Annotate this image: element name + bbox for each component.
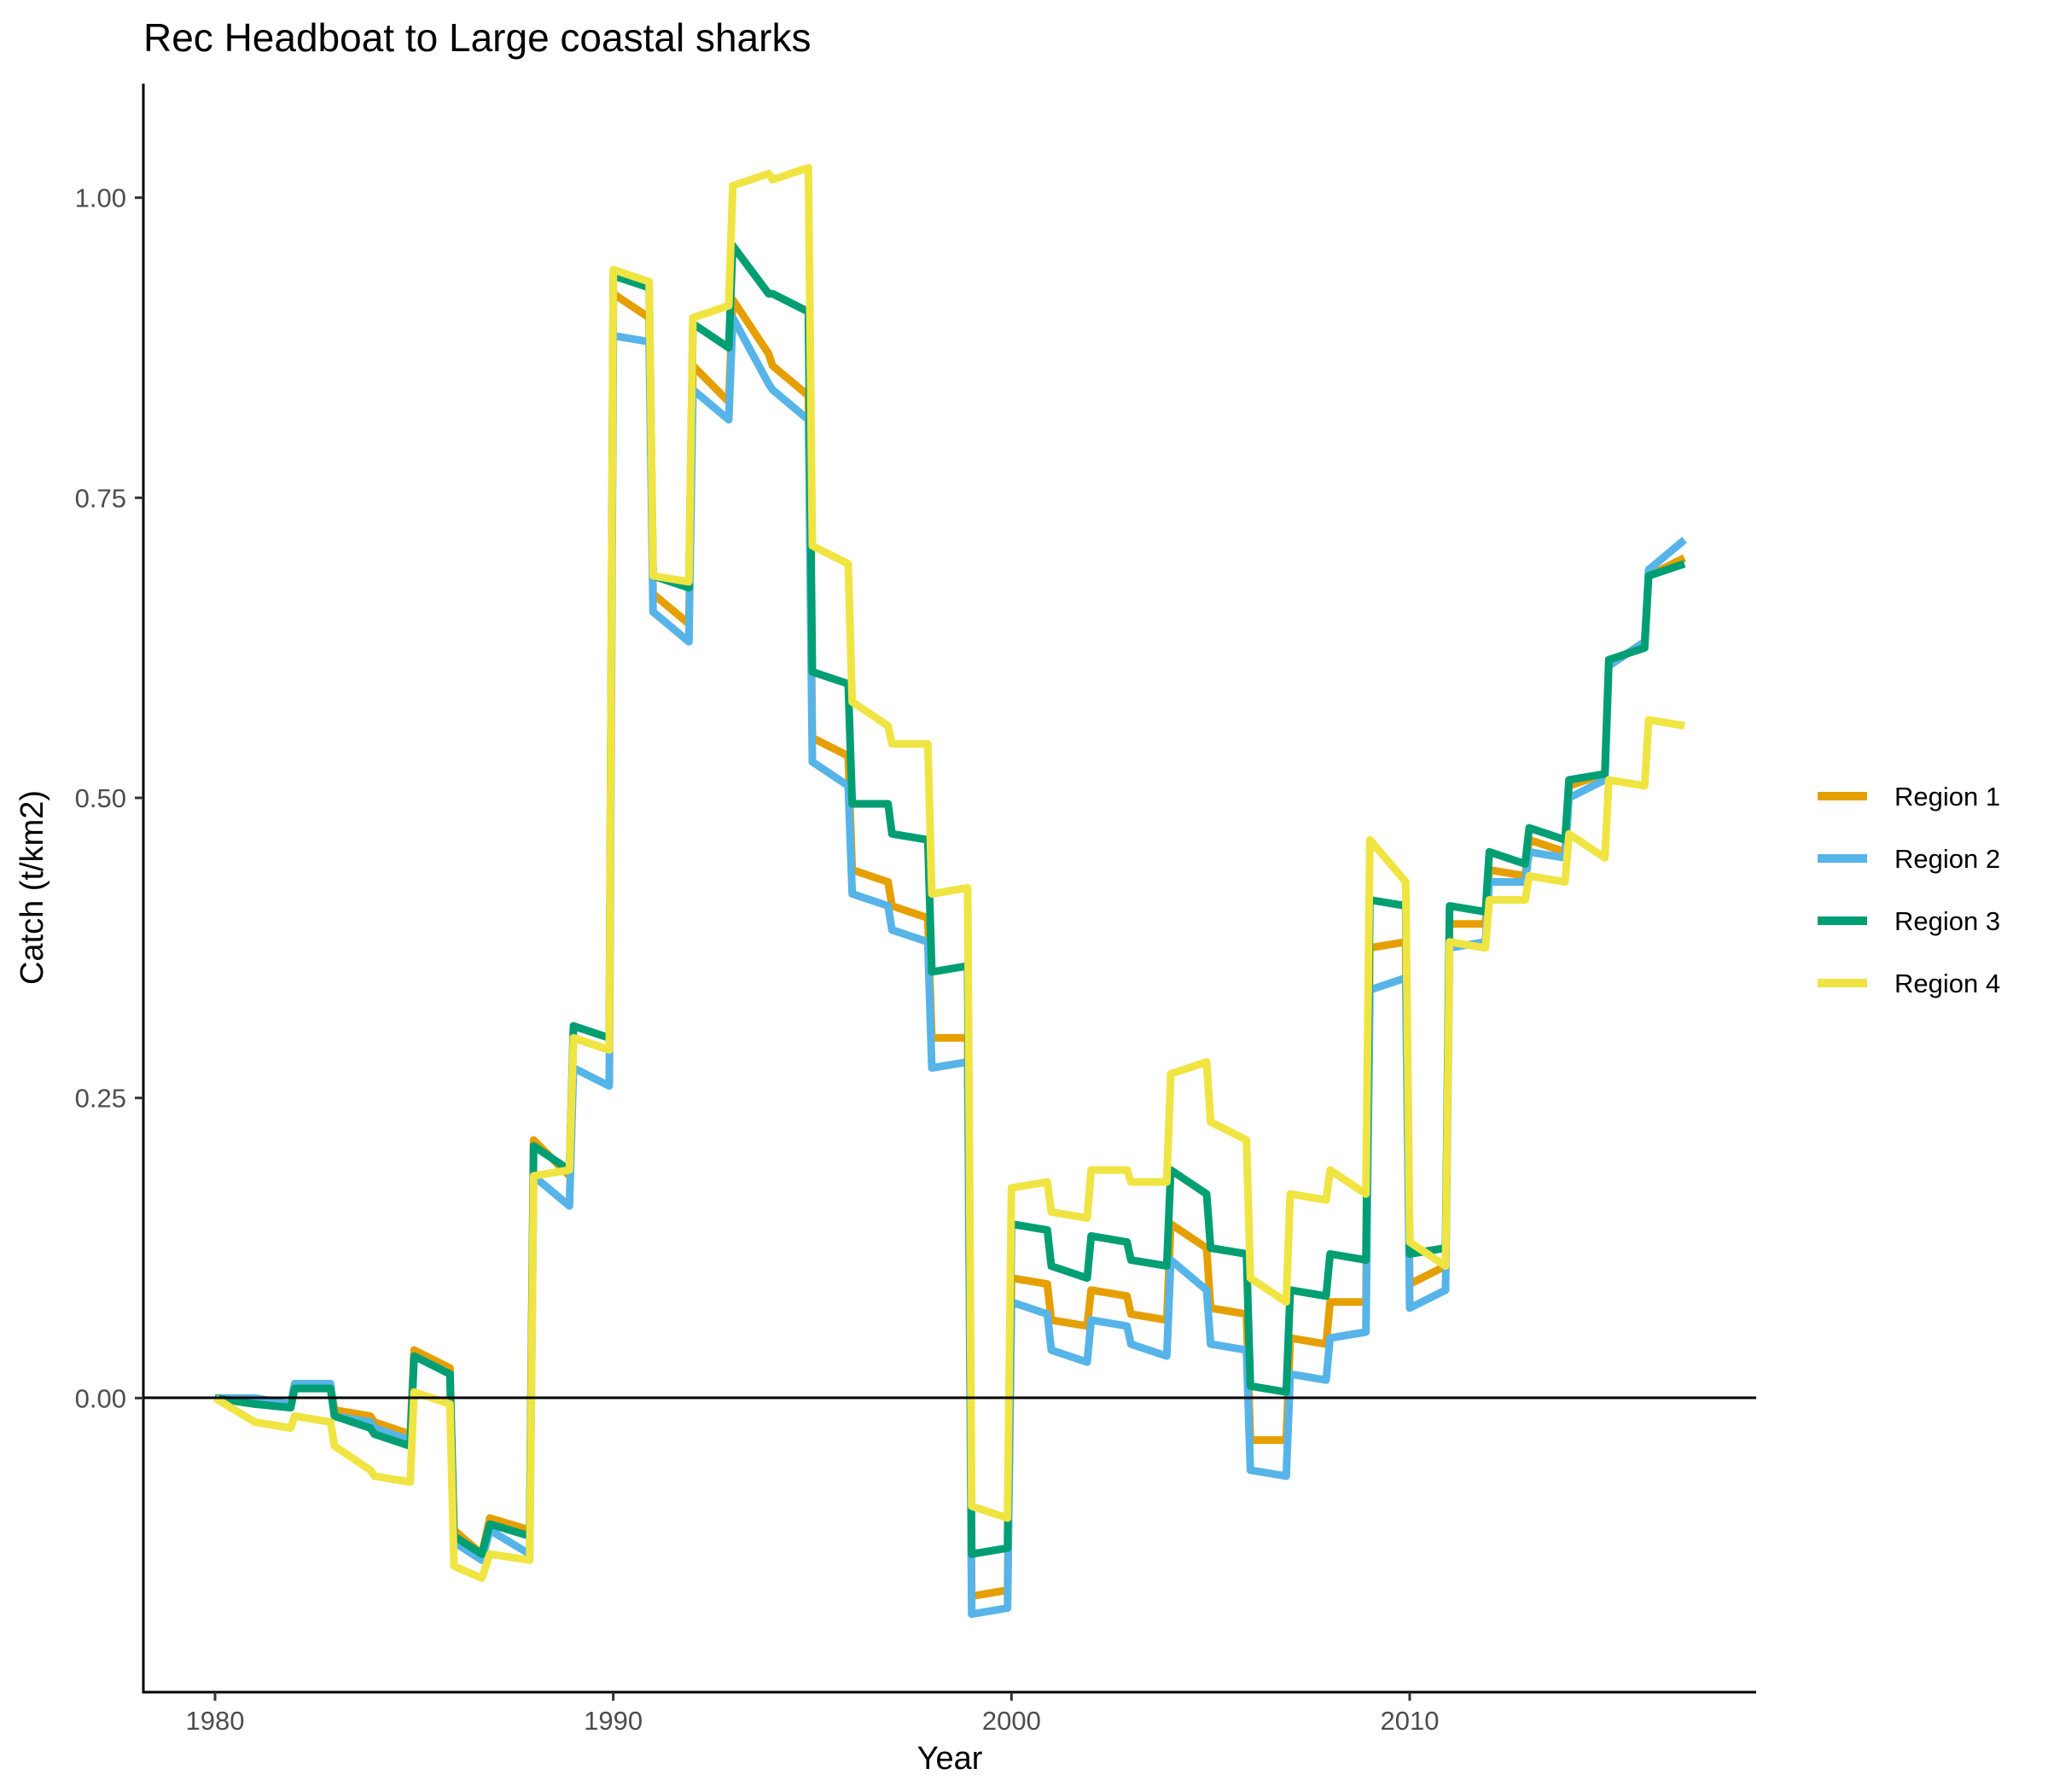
chart-title: Rec Headboat to Large coastal sharks — [143, 15, 811, 60]
x-tick-label: 1990 — [584, 1706, 643, 1736]
x-axis-title: Year — [917, 1741, 983, 1777]
y-axis-ticks: 0.00 0.25 0.50 0.75 1.00 — [75, 183, 143, 1413]
x-tick-label: 1980 — [186, 1706, 245, 1736]
legend-label-region-2: Region 2 — [1894, 844, 2000, 874]
y-tick-label: 0.75 — [75, 483, 126, 513]
y-tick-label: 0.50 — [75, 783, 126, 813]
series-line-region-4 — [212, 164, 1685, 1582]
y-axis-title: Catch (t/km2) — [15, 790, 50, 985]
legend-label-region-1: Region 1 — [1894, 782, 2000, 812]
y-tick-label: 1.00 — [75, 183, 126, 213]
x-tick-label: 2000 — [982, 1706, 1041, 1736]
y-tick-label: 0.25 — [75, 1084, 126, 1114]
plot-series-group — [212, 164, 1687, 1619]
legend: Region 1 Region 2 Region 3 Region 4 — [1818, 782, 2000, 998]
x-tick-label: 2010 — [1381, 1706, 1440, 1736]
legend-label-region-4: Region 4 — [1894, 969, 2000, 998]
legend-label-region-3: Region 3 — [1894, 906, 2000, 936]
x-axis-ticks: 1980 1990 2000 2010 — [186, 1692, 1440, 1736]
y-tick-label: 0.00 — [75, 1383, 126, 1413]
